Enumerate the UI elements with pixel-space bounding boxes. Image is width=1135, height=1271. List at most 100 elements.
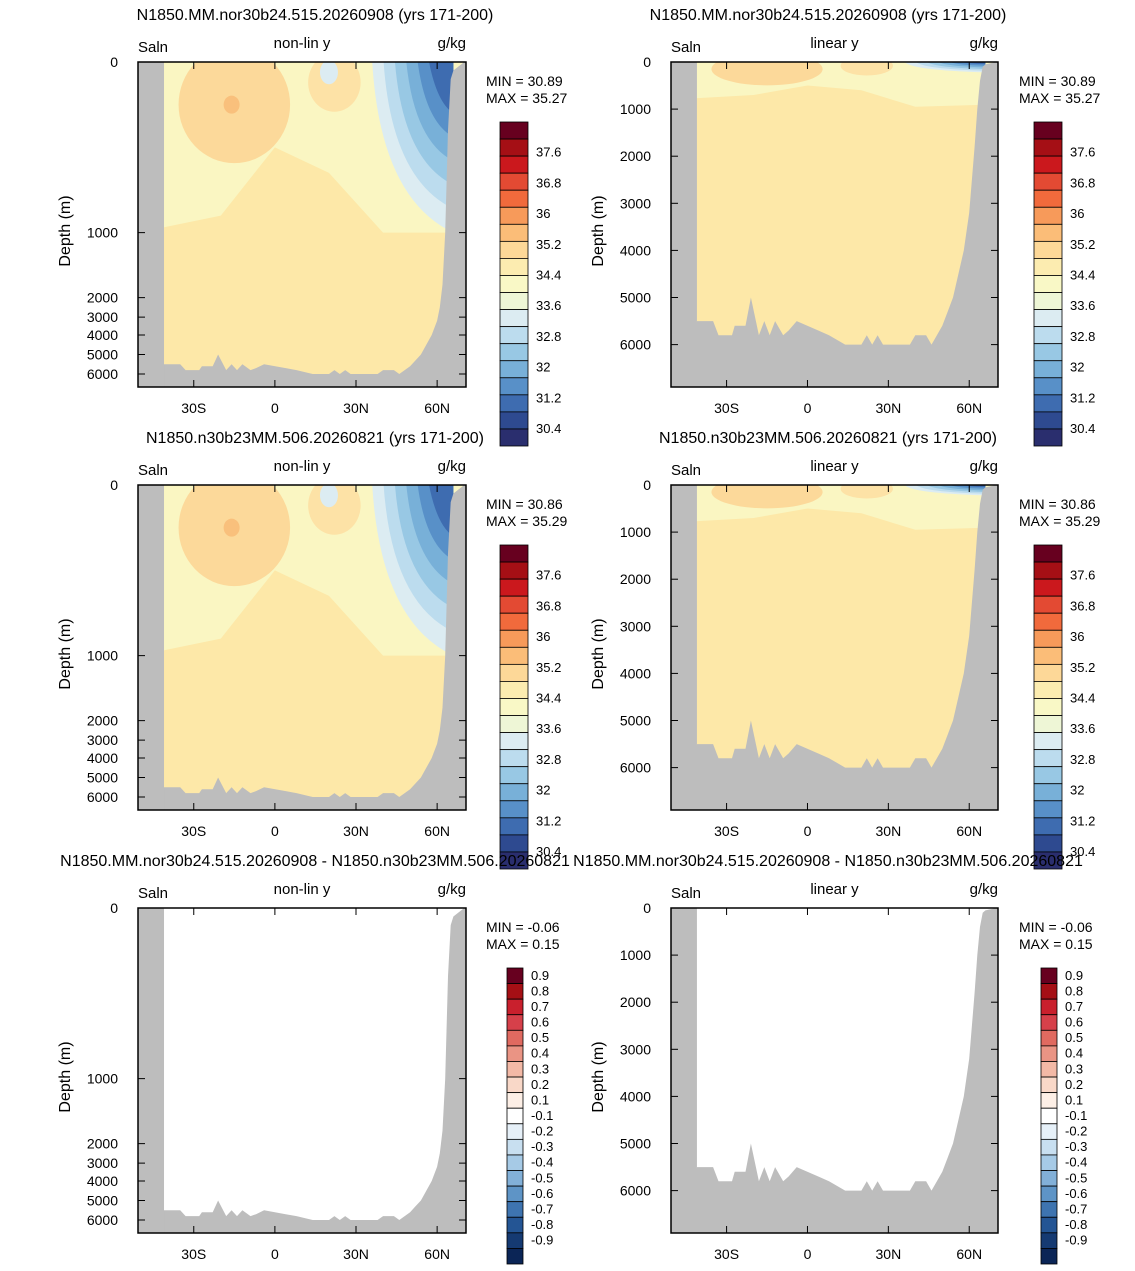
y-tick-label: 3000	[87, 309, 118, 325]
colorbar-label: 37.6	[1070, 568, 1095, 583]
min-value: MIN = 30.86	[486, 496, 563, 512]
y-tick-label: 6000	[620, 337, 651, 353]
plot-frame	[670, 61, 999, 388]
plot-area	[138, 485, 466, 810]
southern-land-mask	[138, 908, 165, 1233]
x-tick-label: 30S	[714, 400, 739, 416]
y-axis-label: Depth (m)	[590, 618, 607, 689]
colorbar-swatch	[1040, 1029, 1058, 1047]
bathymetry-mask	[671, 485, 998, 810]
colorbar-swatch	[499, 800, 529, 819]
colorbar-swatch	[1033, 834, 1063, 853]
x-tick-label: 60N	[424, 823, 450, 839]
colorbar-label: 33.6	[1070, 721, 1095, 736]
colorbar-swatch	[1033, 681, 1063, 699]
colorbar-swatch	[499, 326, 529, 345]
colorbar-swatch	[1040, 1154, 1058, 1171]
axis-type-label: linear y	[810, 35, 859, 52]
colorbar-swatch	[1033, 715, 1063, 733]
y-tick-label: 0	[110, 900, 118, 916]
colorbar-label: 37.6	[536, 568, 561, 583]
colorbar-swatch	[499, 155, 529, 174]
colorbar-swatch	[499, 240, 529, 259]
colorbar-swatch	[499, 698, 529, 716]
colorbar-label: -0.7	[1065, 1201, 1087, 1216]
x-tick-label: 60N	[424, 400, 450, 416]
southern-land-mask	[138, 62, 165, 387]
colorbar-label: 35.2	[1070, 660, 1095, 675]
y-tick-label: 5000	[620, 713, 651, 729]
colorbar-label: 32	[1070, 783, 1084, 798]
southern-land-mask	[671, 62, 697, 387]
colorbar-swatch	[499, 275, 529, 293]
colorbar-label: 30.4	[1070, 844, 1095, 859]
south-subtropical-max	[711, 62, 823, 86]
max-value: MAX = 0.15	[1019, 936, 1093, 952]
colorbar-swatch	[506, 1014, 524, 1031]
y-tick-label: 6000	[620, 760, 651, 776]
x-tick-label: 0	[271, 823, 279, 839]
panel-title: N1850.n30b23MM.506.20260821 (yrs 171-200…	[146, 430, 484, 447]
y-tick-label: 1000	[87, 648, 118, 664]
colorbar-label: -0.1	[531, 1108, 553, 1123]
colorbar-label: 36.8	[1070, 175, 1095, 190]
colorbar-label: 0.6	[1065, 1015, 1083, 1030]
colorbar-swatch	[506, 1045, 524, 1062]
min-value: MIN = 30.86	[1019, 496, 1096, 512]
colorbar-label: 32.8	[1070, 329, 1095, 344]
colorbar-swatch	[506, 1123, 524, 1140]
colorbar-swatch	[1040, 1014, 1058, 1031]
colorbar-swatch	[499, 817, 529, 836]
colorbar-swatch	[1040, 1045, 1058, 1062]
units-label: g/kg	[438, 881, 466, 898]
colorbar-label: 0.2	[1065, 1077, 1083, 1092]
colorbar-swatch	[506, 1185, 524, 1203]
panel-4: N1850.n30b23MM.506.20260821 (yrs 171-200…	[590, 430, 1101, 870]
colorbar-swatch	[1040, 1201, 1058, 1218]
x-tick-label: 30S	[181, 1246, 206, 1262]
y-axis-label: Depth (m)	[57, 1041, 74, 1112]
colorbar-swatch	[506, 1232, 524, 1249]
max-value: MAX = 35.29	[1019, 513, 1101, 529]
y-tick-label: 5000	[620, 290, 651, 306]
colorbar-swatch	[499, 292, 529, 310]
min-value: MIN = -0.06	[486, 919, 560, 935]
colorbar-label: 0.7	[1065, 999, 1083, 1014]
colorbar-swatch	[499, 223, 529, 242]
colorbar-swatch	[499, 681, 529, 699]
panel-3: N1850.n30b23MM.506.20260821 (yrs 171-200…	[57, 430, 568, 870]
colorbar-swatch	[1033, 377, 1063, 396]
colorbar-swatch	[506, 1154, 524, 1171]
colorbar-swatch	[1033, 663, 1063, 682]
colorbar-swatch	[1033, 428, 1063, 447]
colorbar-swatch	[1033, 360, 1063, 379]
y-tick-label: 4000	[620, 242, 651, 258]
max-value: MAX = 0.15	[486, 936, 560, 952]
colorbar-swatch	[499, 783, 529, 802]
y-axis-label: Depth (m)	[590, 195, 607, 266]
colorbar-swatch	[1033, 326, 1063, 345]
colorbar-swatch	[499, 561, 529, 580]
colorbar-swatch	[1033, 138, 1063, 157]
colorbar-swatch	[1040, 1076, 1058, 1094]
surface-fresh-patch	[319, 62, 338, 85]
colorbar-label: 0.2	[531, 1077, 549, 1092]
plot-frame	[137, 907, 467, 1234]
colorbar-label: 36	[1070, 206, 1084, 221]
colorbar-swatch	[499, 343, 529, 362]
y-tick-label: 1000	[620, 101, 651, 117]
min-value: MIN = 30.89	[486, 73, 563, 89]
colorbar-swatch	[506, 1248, 524, 1265]
colorbar-label: 32	[536, 783, 550, 798]
colorbar-label: 35.2	[536, 660, 561, 675]
colorbar-label: 0.7	[531, 999, 549, 1014]
plot-area	[671, 908, 998, 1233]
colorbar-label: 0.8	[531, 983, 549, 998]
colorbar-swatch	[1033, 155, 1063, 174]
colorbar-label: -0.4	[1065, 1155, 1087, 1170]
y-tick-label: 3000	[620, 618, 651, 634]
colorbar-swatch	[499, 258, 529, 276]
plot-area	[138, 908, 466, 1233]
colorbar-swatch	[499, 629, 529, 648]
